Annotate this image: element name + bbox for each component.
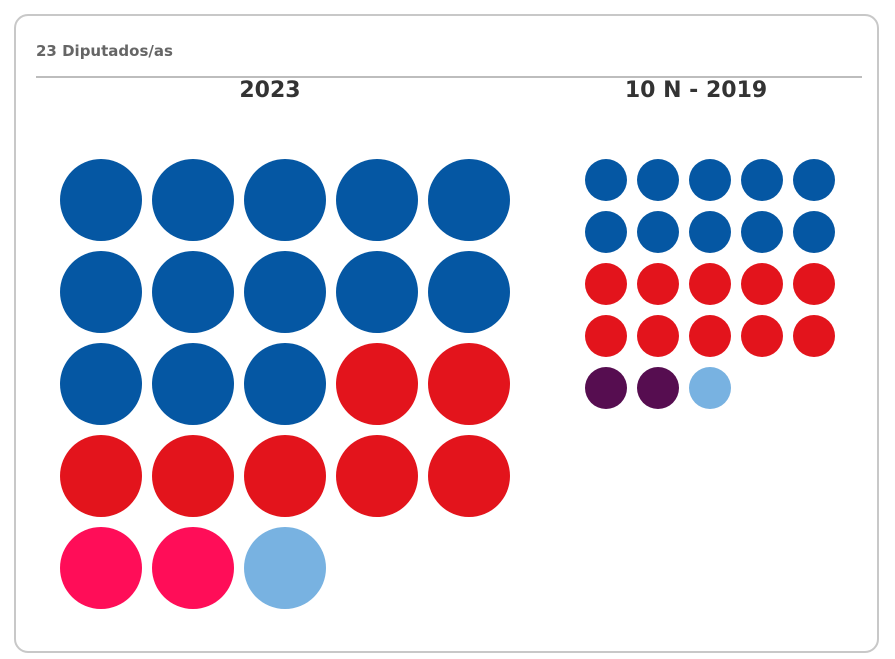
- seat-2019-segment-3: [689, 367, 731, 409]
- seat-2023-segment-0: [152, 159, 234, 241]
- seat-2019-segment-1: [637, 263, 679, 305]
- seat-2023-segment-0: [244, 159, 326, 241]
- seat-2019-segment-0: [741, 211, 783, 253]
- seat-2023-segment-0: [60, 159, 142, 241]
- panel-title-2019: 10 N - 2019: [624, 78, 768, 103]
- seat-2019-segment-1: [689, 315, 731, 357]
- seat-2023-segment-3: [244, 527, 326, 609]
- seat-2023-segment-0: [428, 251, 510, 333]
- seat-2019-segment-1: [741, 263, 783, 305]
- seat-2023-segment-0: [428, 159, 510, 241]
- seat-2023-segment-0: [336, 159, 418, 241]
- seat-2019-segment-0: [689, 159, 731, 201]
- seat-2019-segment-1: [689, 263, 731, 305]
- seat-2023-segment-0: [60, 343, 142, 425]
- seat-2023-segment-1: [428, 435, 510, 517]
- seat-grid-2023: [60, 159, 510, 609]
- seat-grid-2019: [585, 159, 835, 409]
- seat-2019-segment-1: [585, 263, 627, 305]
- seat-2019-segment-0: [793, 159, 835, 201]
- seat-2019-segment-0: [793, 211, 835, 253]
- seat-2023-segment-0: [152, 343, 234, 425]
- seat-2023-segment-1: [244, 435, 326, 517]
- seat-2023-segment-0: [336, 251, 418, 333]
- seat-2019-segment-0: [637, 211, 679, 253]
- seat-2019-segment-1: [741, 315, 783, 357]
- seat-2019-segment-2: [637, 367, 679, 409]
- seat-2019-segment-1: [793, 263, 835, 305]
- seat-2019-segment-1: [793, 315, 835, 357]
- seat-2019-segment-1: [585, 315, 627, 357]
- seat-2023-segment-1: [336, 435, 418, 517]
- seat-2019-segment-2: [585, 367, 627, 409]
- header-divider: [36, 76, 862, 78]
- seat-2023-segment-0: [60, 251, 142, 333]
- card-header: 23 Diputados/as: [36, 42, 173, 60]
- seat-2019-segment-1: [637, 315, 679, 357]
- seat-2019-segment-0: [585, 159, 627, 201]
- seat-2019-segment-0: [689, 211, 731, 253]
- seat-2019-segment-0: [637, 159, 679, 201]
- seat-2023-segment-1: [60, 435, 142, 517]
- seat-2023-segment-2: [152, 527, 234, 609]
- seat-2019-segment-0: [741, 159, 783, 201]
- seat-2023-segment-1: [428, 343, 510, 425]
- seat-2023-segment-0: [244, 251, 326, 333]
- seat-2023-segment-2: [60, 527, 142, 609]
- seat-2023-segment-0: [152, 251, 234, 333]
- seat-2023-segment-1: [152, 435, 234, 517]
- seat-2019-segment-0: [585, 211, 627, 253]
- panel-title-2023: 2023: [239, 78, 301, 103]
- seat-2023-segment-0: [244, 343, 326, 425]
- seat-2023-segment-1: [336, 343, 418, 425]
